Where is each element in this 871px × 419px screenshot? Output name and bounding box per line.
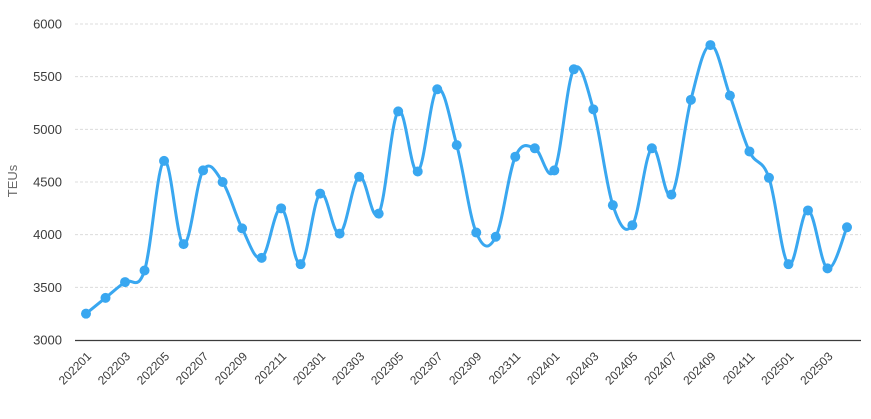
y-axis-tick-labels: 3000 3500 4000 4500 5000 5500 6000 [33, 17, 62, 348]
data-point[interactable] [100, 292, 111, 303]
data-point[interactable] [627, 220, 638, 231]
y-tick-label: 4500 [33, 175, 62, 190]
line-series [84, 43, 849, 316]
series-path [84, 43, 849, 316]
data-point[interactable] [490, 231, 501, 242]
x-tick-label: 202501 [758, 349, 796, 387]
data-point[interactable] [373, 208, 384, 219]
x-tick-label: 202205 [134, 349, 172, 387]
data-point[interactable] [783, 259, 794, 270]
x-tick-label: 202401 [524, 349, 562, 387]
data-point[interactable] [685, 94, 696, 105]
x-tick-label: 202409 [680, 349, 718, 387]
y-tick-label: 3500 [33, 280, 62, 295]
x-tick-label: 202503 [797, 349, 835, 387]
data-point[interactable] [412, 166, 423, 177]
y-tick-label: 5000 [33, 122, 62, 137]
data-point[interactable] [256, 252, 267, 263]
data-point[interactable] [666, 189, 677, 200]
data-point[interactable] [705, 40, 716, 51]
x-tick-label: 202201 [56, 349, 94, 387]
data-point[interactable] [81, 308, 91, 319]
x-tick-label: 202403 [563, 349, 601, 387]
data-point[interactable] [822, 263, 833, 274]
data-point[interactable] [217, 177, 228, 187]
data-point[interactable] [607, 200, 618, 211]
data-point[interactable] [744, 146, 755, 157]
data-point[interactable] [802, 205, 813, 216]
data-point[interactable] [334, 228, 345, 239]
data-point[interactable] [432, 84, 443, 95]
y-tick-label: 3000 [33, 333, 62, 348]
y-tick-label: 6000 [33, 17, 62, 32]
y-tick-label: 5500 [33, 69, 62, 84]
data-point[interactable] [198, 165, 209, 176]
data-point[interactable] [159, 155, 170, 166]
data-point[interactable] [237, 223, 248, 234]
data-point[interactable] [354, 171, 365, 182]
x-axis-tick-labels: 202201 202203 202205 202207 202209 202211 2023… [56, 349, 836, 387]
y-axis-title: TEUs [5, 164, 20, 197]
data-point[interactable] [549, 165, 560, 176]
data-point[interactable] [178, 239, 189, 250]
data-point[interactable] [529, 143, 540, 154]
y-tick-label: 4000 [33, 227, 62, 242]
x-tick-label: 202303 [329, 349, 367, 387]
data-point[interactable] [139, 265, 150, 276]
x-tick-label: 202203 [95, 349, 133, 387]
x-tick-label: 202407 [641, 349, 679, 387]
x-tick-label: 202209 [212, 349, 250, 387]
data-point[interactable] [568, 64, 579, 75]
data-point[interactable] [295, 259, 306, 270]
x-tick-label: 202411 [720, 349, 758, 387]
data-point-markers [81, 40, 852, 319]
data-point[interactable] [471, 227, 482, 238]
data-point[interactable] [315, 188, 326, 199]
x-tick-label: 202405 [602, 349, 640, 387]
data-point[interactable] [588, 104, 599, 115]
data-point[interactable] [724, 90, 735, 101]
data-point[interactable] [510, 151, 521, 162]
data-point[interactable] [842, 222, 852, 233]
gridlines [75, 23, 861, 288]
x-tick-label: 202311 [486, 349, 524, 387]
data-point[interactable] [763, 172, 774, 183]
x-tick-label: 202309 [446, 349, 484, 387]
x-tick-label: 202211 [252, 349, 290, 387]
data-point[interactable] [393, 106, 404, 117]
data-point[interactable] [646, 143, 657, 154]
data-point[interactable] [451, 140, 462, 151]
x-tick-label: 202307 [407, 349, 445, 387]
x-tick-label: 202305 [368, 349, 406, 387]
data-point[interactable] [120, 277, 131, 288]
x-tick-label: 202207 [173, 349, 211, 387]
data-point[interactable] [276, 203, 287, 214]
x-tick-label: 202301 [290, 349, 328, 387]
